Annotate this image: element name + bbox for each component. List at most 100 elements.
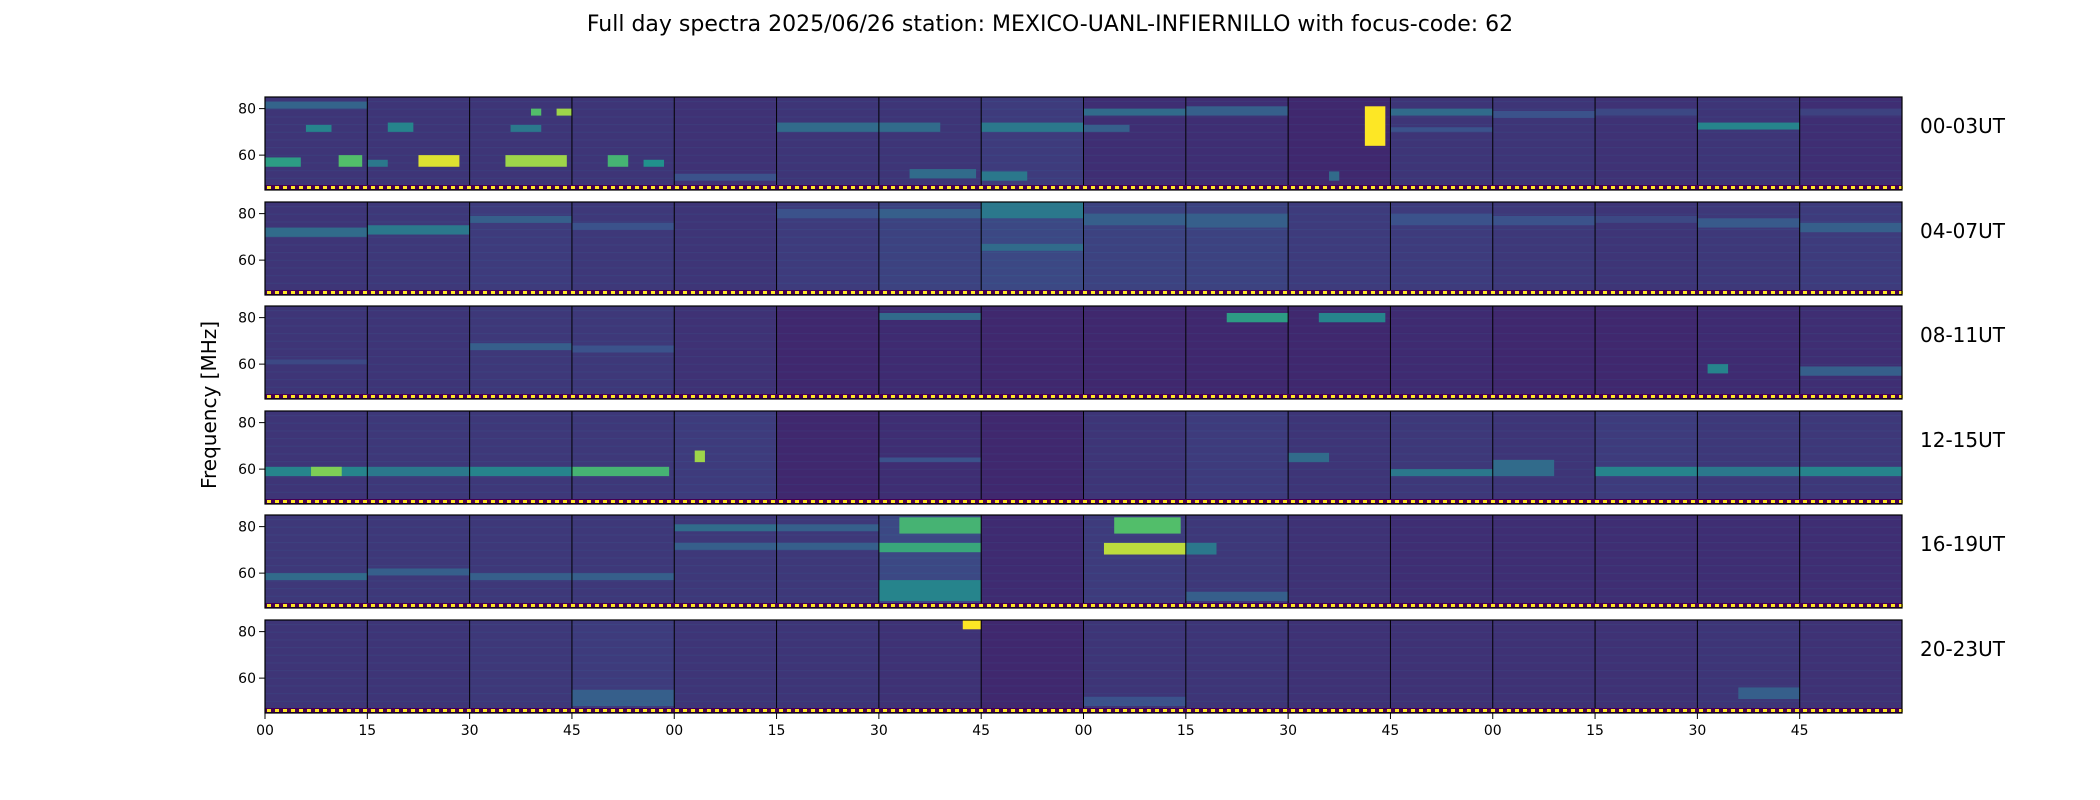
marker-dot <box>715 395 719 398</box>
marker-dot <box>275 291 279 294</box>
panel-texture-band <box>469 484 572 486</box>
marker-dot <box>1227 709 1231 712</box>
signal-event <box>1364 106 1386 146</box>
marker-dot <box>683 291 687 294</box>
marker-dot <box>955 186 959 189</box>
marker-dot <box>1851 604 1855 607</box>
panel-texture-band <box>878 564 982 567</box>
row-frame <box>264 305 1903 400</box>
marker-dot <box>291 186 295 189</box>
signal-event <box>674 542 777 550</box>
marker-dot <box>1227 604 1231 607</box>
marker-dot <box>1251 186 1255 189</box>
panel-texture-band <box>1492 259 1596 261</box>
marker-dot <box>819 500 823 503</box>
marker-dot <box>1035 604 1039 607</box>
panel-texture-band <box>265 631 368 633</box>
marker-dot <box>1539 709 1543 712</box>
y-tick-label: 80 <box>238 207 256 223</box>
signal-event <box>899 517 982 534</box>
panel-texture-band <box>674 221 777 223</box>
marker-dot <box>403 291 407 294</box>
marker-dot <box>771 604 775 607</box>
marker-dot <box>1627 604 1631 607</box>
marker-dot <box>667 291 671 294</box>
panel-texture-band <box>265 154 368 156</box>
panel-texture-band <box>776 572 879 574</box>
marker-dot <box>515 186 519 189</box>
panel-texture-band <box>265 221 368 223</box>
panel-texture-band <box>367 146 470 149</box>
marker-dot <box>507 709 511 712</box>
marker-dot <box>1531 500 1535 503</box>
marker-dot <box>1555 709 1559 712</box>
panel-texture-band <box>1390 386 1493 388</box>
panel-texture-band <box>1185 340 1289 342</box>
panel-texture-band <box>265 309 368 312</box>
panel-texture-band <box>1390 154 1493 156</box>
panel-texture-band <box>1697 700 1800 702</box>
marker-dot <box>1459 604 1463 607</box>
marker-dot <box>347 186 351 189</box>
panel-texture-band <box>776 340 879 342</box>
marker-dot <box>675 500 679 503</box>
panel-texture-band <box>571 564 675 567</box>
panel-texture-band <box>1185 541 1289 544</box>
marker-dot <box>1795 186 1799 189</box>
marker-dot <box>283 291 287 294</box>
marker-dot <box>963 291 967 294</box>
marker-dot <box>267 186 271 189</box>
panel-texture-band <box>571 422 675 424</box>
panel-texture-band <box>878 340 982 342</box>
marker-dot <box>1011 604 1015 607</box>
panel-texture-band <box>981 228 1084 231</box>
panel-texture-band <box>1083 116 1186 118</box>
panel-texture-band <box>571 595 675 597</box>
marker-dot <box>723 186 727 189</box>
marker-dot <box>947 291 951 294</box>
panel-texture-band <box>1288 484 1391 486</box>
marker-dot <box>675 604 679 607</box>
signal-event <box>367 568 470 576</box>
marker-dot <box>1075 604 1079 607</box>
panel-texture-band <box>878 332 982 335</box>
marker-dot <box>1739 500 1743 503</box>
panel-texture-band <box>981 422 1084 424</box>
marker-dot <box>1811 291 1815 294</box>
panel-texture-band <box>1185 526 1289 528</box>
marker-dot <box>1483 604 1487 607</box>
panel-texture-band <box>1697 355 1800 358</box>
marker-dot <box>667 500 671 503</box>
panel-texture-band <box>367 453 470 455</box>
panel-texture-band <box>1390 646 1493 649</box>
marker-dot <box>1779 291 1783 294</box>
panel-texture-band <box>1697 371 1800 373</box>
panel-texture-band <box>878 484 982 486</box>
panel-texture-band <box>674 251 777 254</box>
marker-dot <box>1571 709 1575 712</box>
marker-dot <box>467 186 471 189</box>
marker-dot <box>1315 500 1319 503</box>
panel-texture-band <box>469 386 572 388</box>
marker-dot <box>1523 604 1527 607</box>
signal-event <box>776 542 879 550</box>
marker-dot <box>459 709 463 712</box>
marker-dot <box>1507 186 1511 189</box>
panel-texture-band <box>1083 332 1186 335</box>
marker-dot <box>715 500 719 503</box>
panel-texture-band <box>1083 325 1186 327</box>
marker-dot <box>915 186 919 189</box>
marker-dot <box>883 395 887 398</box>
marker-dot <box>579 291 583 294</box>
signal-event <box>776 122 879 132</box>
panel-texture-band <box>674 340 777 342</box>
marker-dot <box>595 709 599 712</box>
marker-dot <box>923 186 927 189</box>
marker-dot <box>1867 291 1871 294</box>
panel-texture-band <box>1492 422 1596 424</box>
marker-dot <box>843 709 847 712</box>
marker-dot <box>1379 604 1383 607</box>
marker-dot <box>531 604 535 607</box>
panel-texture-band <box>878 259 982 261</box>
panel-texture-band <box>1288 476 1391 478</box>
